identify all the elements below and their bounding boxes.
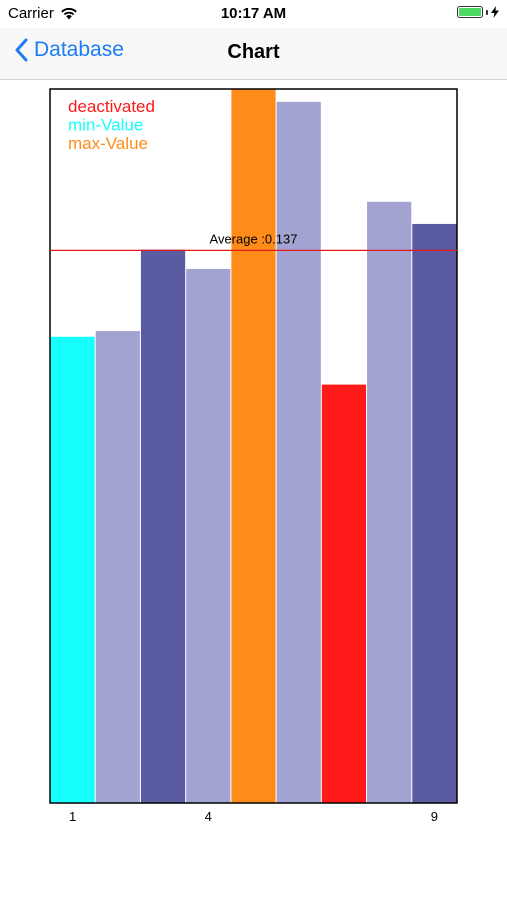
legend-item-2: max-Value <box>68 134 148 153</box>
bars-group <box>50 89 457 804</box>
wifi-icon <box>61 7 77 20</box>
bar-9 <box>412 223 457 804</box>
bar-4 <box>186 268 231 803</box>
page-title: Chart <box>227 41 280 63</box>
bar-8 <box>367 201 412 803</box>
x-tick-label-4: 4 <box>205 809 212 824</box>
back-label: Database <box>34 38 124 61</box>
legend-item-1: min-Value <box>68 116 143 135</box>
x-tick-label-9: 9 <box>431 809 438 824</box>
bar-3 <box>140 249 186 803</box>
status-bar: Carrier 10:17 AM <box>0 0 507 28</box>
x-axis-ticks: 1 4 9 <box>69 809 438 824</box>
bar-6 <box>276 101 321 804</box>
bar-chart: Average :0.137 deactivatedmin-Valuemax-V… <box>49 88 458 824</box>
bolt-icon <box>491 6 499 18</box>
battery-icon <box>457 6 483 18</box>
bar-7 <box>321 384 367 803</box>
x-tick-label-1: 1 <box>69 809 76 824</box>
status-time: 10:17 AM <box>220 5 287 22</box>
average-label: Average :0.137 <box>210 231 298 246</box>
plot-frame <box>49 88 458 804</box>
status-carrier: Carrier <box>8 5 78 22</box>
back-button[interactable]: Database <box>14 38 124 62</box>
battery-fill <box>459 8 481 16</box>
battery-tip <box>486 9 488 15</box>
bar-2 <box>95 331 140 803</box>
navigation-bar: Database Chart <box>0 28 507 80</box>
bar-1 <box>50 336 95 803</box>
bar-5 <box>231 89 276 803</box>
carrier-label: Carrier <box>8 5 54 22</box>
legend-item-0: deactivated <box>68 97 155 116</box>
status-battery <box>457 6 499 18</box>
chevron-left-icon <box>15 38 28 62</box>
